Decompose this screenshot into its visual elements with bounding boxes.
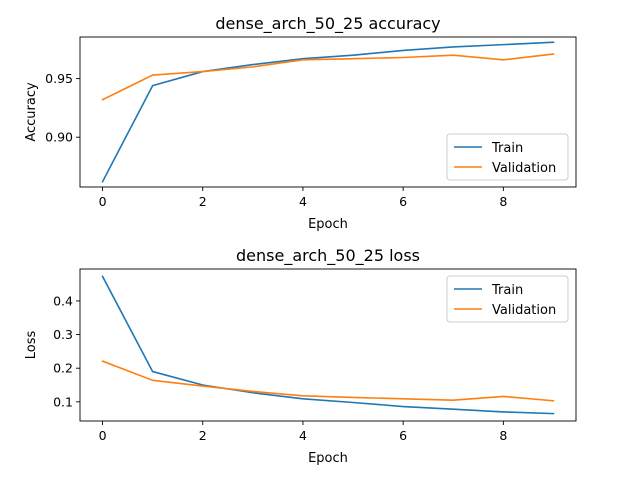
y-tick-label: 0.2 xyxy=(53,361,73,376)
legend: Train Validation xyxy=(446,133,569,181)
y-tick-label: 0.90 xyxy=(45,130,73,145)
x-tick-label: 8 xyxy=(499,428,507,443)
x-tick-label: 6 xyxy=(399,428,407,443)
x-tick-label: 6 xyxy=(399,194,407,209)
y-axis-label: Accuracy xyxy=(24,82,39,142)
y-tick-label: 0.3 xyxy=(53,327,73,342)
legend-label-train: Train xyxy=(491,283,523,298)
x-axis-label: Epoch xyxy=(308,217,348,232)
legend-box xyxy=(446,133,569,181)
legend-label-train: Train xyxy=(491,141,523,156)
series-line-validation xyxy=(101,360,555,402)
x-tick-label: 2 xyxy=(199,194,207,209)
x-tick-label: 4 xyxy=(299,194,307,209)
chart-loss: dense_arch_50_25 loss 0 2 4 6 8 0.1 0.2 0.3 0.4 Ep… xyxy=(24,246,577,466)
series-line-train xyxy=(101,41,555,183)
x-axis-label: Epoch xyxy=(308,451,348,466)
y-tick-label: 0.4 xyxy=(53,293,73,308)
x-tick-label: 2 xyxy=(199,428,207,443)
x-tick-label: 0 xyxy=(99,428,107,443)
x-tick-label: 4 xyxy=(299,428,307,443)
chart-accuracy: dense_arch_50_25 accuracy 0 2 4 6 8 0.90 0.95 Ep… xyxy=(24,14,577,232)
y-tick-label: 0.1 xyxy=(53,394,73,409)
x-tick-label: 8 xyxy=(499,194,507,209)
series-line-validation xyxy=(101,53,555,101)
legend-label-validation: Validation xyxy=(492,161,556,176)
y-axis-label: Loss xyxy=(24,331,39,360)
legend: Train Validation xyxy=(446,275,569,323)
legend-box xyxy=(446,275,569,323)
y-tick-label: 0.95 xyxy=(45,71,73,86)
chart-title: dense_arch_50_25 loss xyxy=(236,246,420,266)
series-line-train xyxy=(101,275,555,415)
plot-frame xyxy=(79,36,577,188)
chart-title: dense_arch_50_25 accuracy xyxy=(215,14,440,34)
plot-frame xyxy=(79,268,577,422)
x-tick-label: 0 xyxy=(99,194,107,209)
legend-label-validation: Validation xyxy=(492,303,556,318)
